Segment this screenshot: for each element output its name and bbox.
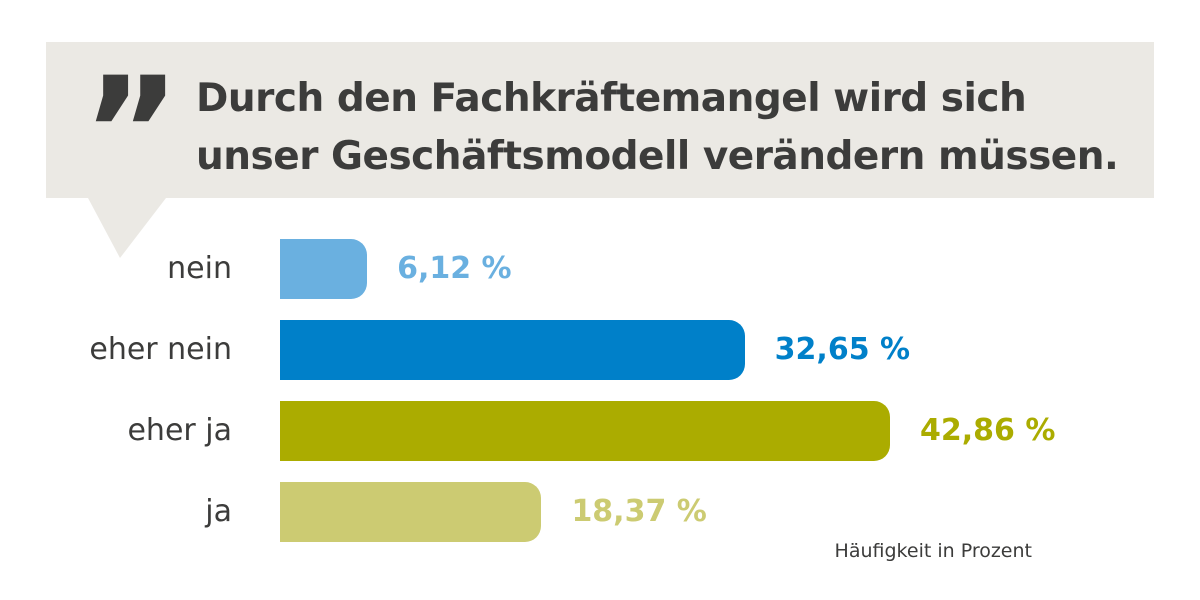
- value-label: 6,12 %: [397, 251, 512, 286]
- value-label: 32,65 %: [774, 332, 911, 367]
- bar: [280, 320, 745, 380]
- chart-title: Durch den Fachkräftemangel wird sich uns…: [196, 76, 1119, 179]
- value-label: 42,86 %: [920, 413, 1056, 448]
- speech-bubble: [46, 42, 1154, 198]
- category-label: eher nein: [89, 332, 232, 367]
- category-label: nein: [167, 251, 232, 286]
- category-label: eher ja: [127, 413, 232, 448]
- axis-note: Häufigkeit in Prozent: [834, 540, 1032, 562]
- bar: [280, 401, 890, 461]
- bar: [280, 239, 368, 299]
- category-label: ja: [205, 494, 232, 529]
- bar: [280, 482, 542, 542]
- quote-mark-icon: ”: [82, 46, 181, 220]
- value-label: 18,37 %: [571, 494, 707, 529]
